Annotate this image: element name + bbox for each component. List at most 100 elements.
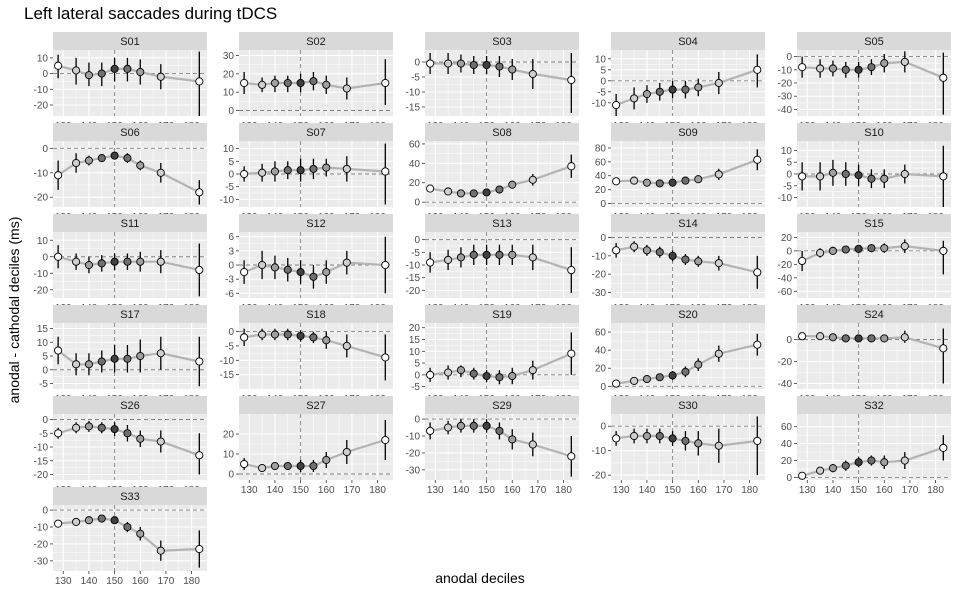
data-point xyxy=(258,330,267,339)
y-tick-label: 6 xyxy=(228,232,234,243)
data-point xyxy=(123,354,132,363)
data-point xyxy=(612,379,621,388)
strip-label-S19: S19 xyxy=(492,309,512,321)
y-tick-label: 0 xyxy=(42,506,48,517)
panel-S08: S086040200130140150160170180 xyxy=(409,123,579,223)
data-point xyxy=(508,180,517,189)
data-point xyxy=(469,369,478,378)
data-point xyxy=(97,259,106,268)
x-tick-label: 160 xyxy=(504,485,521,496)
strip-label-S14: S14 xyxy=(678,218,698,230)
y-tick-label: 10 xyxy=(409,347,421,358)
data-point xyxy=(97,514,106,523)
data-point xyxy=(828,246,837,255)
data-point xyxy=(867,456,876,465)
data-point xyxy=(309,333,318,342)
y-tick-label: 0 xyxy=(786,335,792,346)
x-tick-label: 180 xyxy=(741,485,758,496)
data-point xyxy=(309,77,318,86)
data-point xyxy=(508,435,517,444)
y-tick-label: -10 xyxy=(34,523,49,534)
x-tick-label: 140 xyxy=(639,485,656,496)
x-tick-label: 170 xyxy=(158,576,175,587)
strip-S19 xyxy=(425,305,579,323)
y-tick-label: 0 xyxy=(42,69,48,80)
y-tick-label: -20 xyxy=(778,260,793,271)
y-tick-label: 40 xyxy=(595,171,607,182)
strip-label-S13: S13 xyxy=(492,218,512,230)
y-tick-label: -20 xyxy=(406,448,421,459)
data-point xyxy=(816,332,825,341)
y-tick-label: -10 xyxy=(592,98,607,109)
y-tick-label: -15 xyxy=(406,273,421,284)
data-point xyxy=(270,461,279,471)
data-point xyxy=(84,71,93,80)
strip-label-S01: S01 xyxy=(120,36,140,48)
y-tick-label: 30 xyxy=(223,51,235,62)
data-point xyxy=(381,353,390,362)
data-point xyxy=(54,429,63,438)
y-tick-label: 0 xyxy=(600,422,606,433)
y-tick-label: -20 xyxy=(34,285,49,296)
data-point xyxy=(867,174,876,183)
y-tick-label: 0 xyxy=(414,198,420,209)
strip-S05 xyxy=(797,32,951,50)
data-point xyxy=(528,440,537,449)
data-point xyxy=(110,257,119,266)
data-point xyxy=(444,187,453,196)
data-point xyxy=(156,72,165,81)
data-point xyxy=(296,268,305,277)
data-point xyxy=(322,80,331,89)
data-point xyxy=(567,452,576,461)
data-point xyxy=(841,334,850,343)
data-point xyxy=(84,422,93,431)
data-point xyxy=(630,176,639,185)
data-point xyxy=(939,344,948,353)
y-tick-label: 40 xyxy=(595,346,607,357)
data-point xyxy=(258,463,267,473)
x-tick-label: 170 xyxy=(344,485,361,496)
strip-S07 xyxy=(239,123,393,141)
data-point xyxy=(136,67,145,77)
data-point xyxy=(136,529,145,538)
strip-label-S06: S06 xyxy=(120,127,140,139)
strip-label-S18: S18 xyxy=(306,309,326,321)
data-point xyxy=(342,341,351,351)
y-tick-label: -10 xyxy=(778,65,793,76)
data-point xyxy=(854,458,863,467)
data-point xyxy=(681,255,690,264)
y-tick-label: 3 xyxy=(228,246,234,257)
x-tick-label: 140 xyxy=(825,485,842,496)
strip-label-S20: S20 xyxy=(678,309,698,321)
data-point xyxy=(939,172,948,181)
y-tick-label: 5 xyxy=(414,359,420,370)
y-tick-label: 10 xyxy=(781,146,793,157)
data-point xyxy=(668,434,677,443)
y-tick-label: -20 xyxy=(778,79,793,90)
data-point xyxy=(642,431,651,441)
data-point xyxy=(456,421,465,430)
data-point xyxy=(426,370,435,379)
y-tick-label: -5 xyxy=(783,181,792,192)
y-tick-label: 0 xyxy=(786,170,792,181)
data-point xyxy=(381,435,390,445)
y-tick-label: 60 xyxy=(595,157,607,168)
data-point xyxy=(469,60,478,70)
data-point xyxy=(939,73,948,82)
data-point xyxy=(681,367,690,376)
data-point xyxy=(136,351,145,361)
y-tick-label: 0 xyxy=(414,370,420,381)
data-point xyxy=(296,461,305,471)
y-tick-label: 0 xyxy=(42,365,48,376)
x-tick-label: 130 xyxy=(241,485,258,496)
y-tick-label: 60 xyxy=(781,422,793,433)
data-point xyxy=(816,248,825,257)
y-tick-label: 40 xyxy=(781,439,793,450)
